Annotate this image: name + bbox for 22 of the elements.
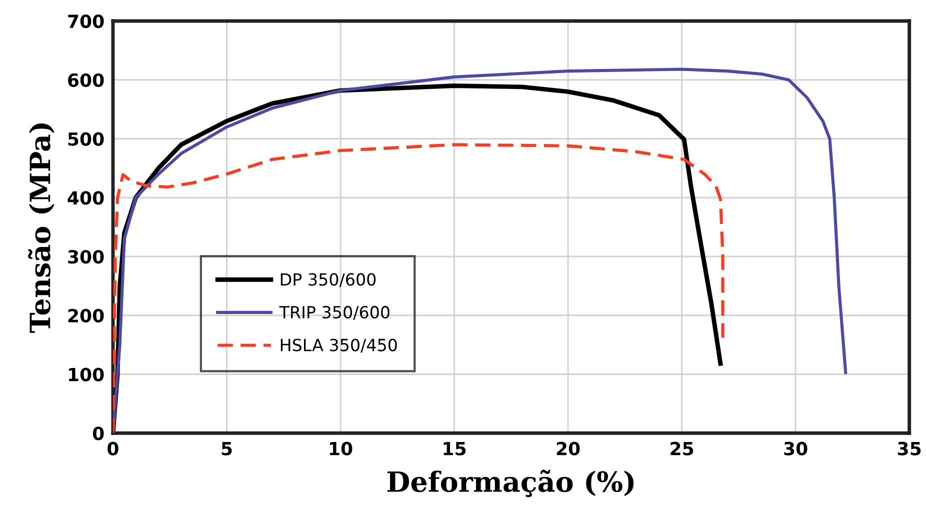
x-tick-label: 35 [898,442,921,456]
x-tick-label: 20 [556,442,580,456]
x-tick-label: 10 [330,442,352,456]
line-series [112,143,724,434]
y-tick-label: 500 [68,132,104,146]
legend-label: HSLA 350/450 [280,338,397,353]
x-tick-label: 30 [784,442,808,456]
y-tick-label: 300 [68,250,104,264]
legend-label: DP 350/600 [280,273,376,288]
y-tick-label: 0 [92,426,104,440]
x-axis-title: Deformação (%) [387,470,634,498]
x-tick-label: 0 [108,442,118,456]
x-tick-label: 15 [444,442,466,456]
x-tick-label: 5 [222,442,232,456]
y-axis-title: Tensão (MPa) [28,124,54,333]
y-tick-label: 200 [68,308,104,322]
y-tick-label: 100 [68,368,104,382]
x-tick-label: 25 [670,442,694,456]
y-tick-label: 700 [68,14,104,28]
y-tick-label: 400 [68,191,104,205]
legend-label: TRIP 350/600 [279,306,390,320]
y-tick-label: 600 [68,73,104,87]
